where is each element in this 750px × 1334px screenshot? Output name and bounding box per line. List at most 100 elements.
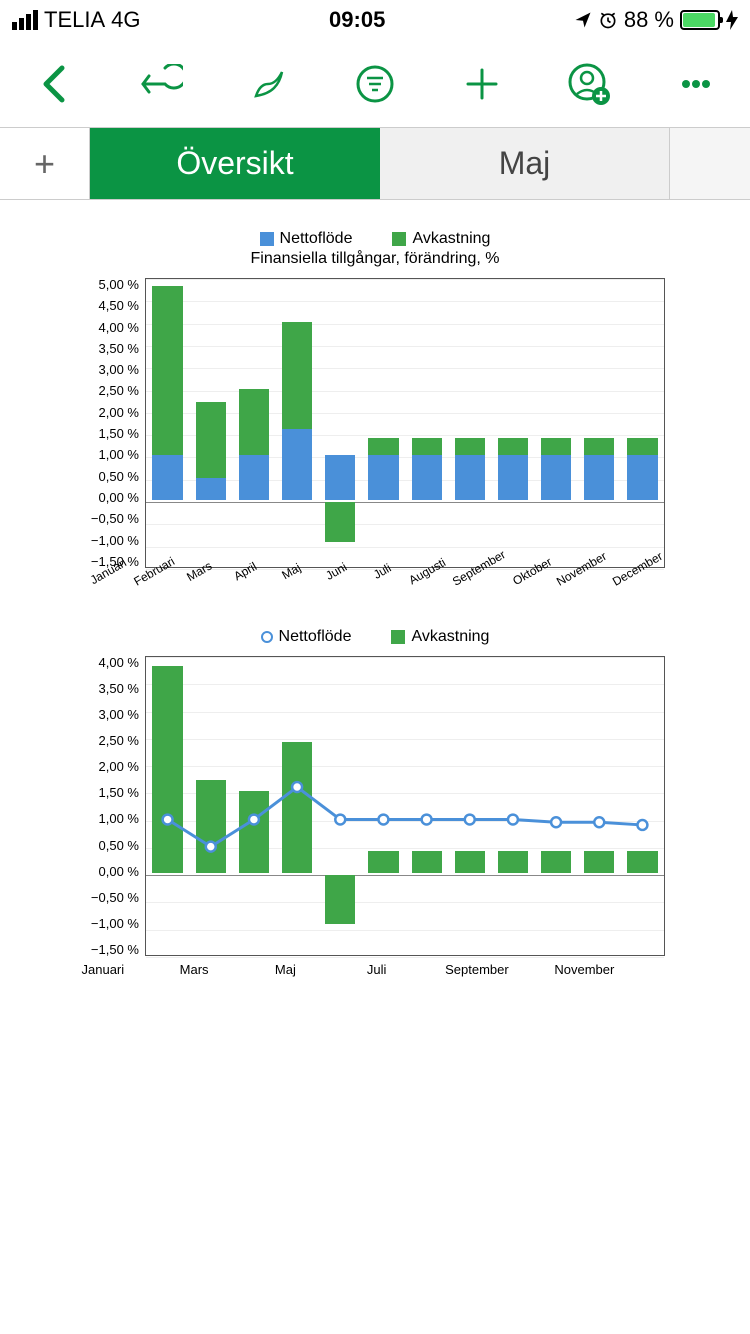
bar-avkast <box>325 502 355 542</box>
bar-netto <box>282 429 312 500</box>
bar-avkast <box>584 438 614 456</box>
y-tick-label: 4,00 % <box>85 321 139 334</box>
y-tick-label: 2,50 % <box>85 384 139 397</box>
bar-avkast <box>498 438 528 456</box>
chart2: 4,00 %3,50 %3,00 %2,50 %2,00 %1,50 %1,00… <box>85 656 665 956</box>
y-tick-label: 3,50 % <box>85 342 139 355</box>
bar-slot <box>621 279 664 567</box>
x-tick-label: Maj <box>263 956 309 977</box>
bar-netto <box>584 455 614 500</box>
sheet-tabs: + Översikt Maj <box>0 128 750 200</box>
y-tick-label: 2,00 % <box>85 406 139 419</box>
y-tick-label: 1,50 % <box>85 786 139 799</box>
x-tick-label <box>308 956 354 977</box>
bar-slot <box>535 657 578 955</box>
bar-avkast <box>152 666 182 873</box>
bar-slot <box>146 657 189 955</box>
y-tick-label: −1,50 % <box>85 943 139 956</box>
y-tick-label: −1,00 % <box>85 917 139 930</box>
bar-netto <box>239 455 269 500</box>
bar-avkast <box>239 389 269 456</box>
add-sheet-button[interactable]: + <box>0 128 90 199</box>
status-right: 88 % <box>574 7 738 33</box>
tab-maj[interactable]: Maj <box>380 128 670 199</box>
bar-slot <box>362 279 405 567</box>
y-tick-label: 3,00 % <box>85 708 139 721</box>
bar-slot <box>276 657 319 955</box>
bar-netto <box>627 455 657 500</box>
bar-avkast <box>627 438 657 456</box>
signal-icon <box>12 10 38 30</box>
add-button[interactable] <box>460 62 504 106</box>
battery-pct: 88 % <box>624 7 674 33</box>
legend-label: Avkastning <box>411 628 489 646</box>
bar-avkast <box>498 851 528 873</box>
bar-slot <box>405 657 448 955</box>
bar-slot <box>405 279 448 567</box>
chart2-legend: Nettoflöde Avkastning <box>20 628 730 646</box>
bar-avkast <box>412 851 442 873</box>
y-tick-label: 1,00 % <box>85 448 139 461</box>
x-tick-label: Januari <box>80 956 126 977</box>
y-tick-label: 0,00 % <box>85 865 139 878</box>
status-left: TELIA 4G <box>12 7 141 33</box>
bar-avkast <box>541 851 571 873</box>
y-tick-label: 0,00 % <box>85 491 139 504</box>
bar-netto <box>368 455 398 500</box>
bar-avkast <box>455 851 485 873</box>
user-add-button[interactable] <box>567 62 611 106</box>
y-tick-label: 3,50 % <box>85 682 139 695</box>
bar-netto <box>498 455 528 500</box>
more-button[interactable] <box>674 62 718 106</box>
bar-slot <box>146 279 189 567</box>
bar-netto <box>196 478 226 500</box>
bar-avkast <box>282 322 312 429</box>
status-bar: TELIA 4G 09:05 88 % <box>0 0 750 40</box>
bar-avkast <box>239 791 269 873</box>
bar-slot <box>491 279 534 567</box>
undo-button[interactable] <box>139 62 183 106</box>
bar-slot <box>276 279 319 567</box>
bar-slot <box>232 279 275 567</box>
y-tick-label: 0,50 % <box>85 839 139 852</box>
x-tick-label: November <box>554 956 614 977</box>
bar-netto <box>412 455 442 500</box>
y-tick-label: 0,50 % <box>85 470 139 483</box>
bar-avkast <box>196 780 226 873</box>
bar-netto <box>541 455 571 500</box>
clock: 09:05 <box>141 7 574 33</box>
carrier-label: TELIA <box>44 7 105 33</box>
bar-slot <box>448 279 491 567</box>
bar-avkast <box>282 742 312 873</box>
x-tick-label: September <box>445 956 509 977</box>
y-tick-label: −1,00 % <box>85 534 139 547</box>
battery-icon <box>680 10 720 30</box>
bar-avkast <box>455 438 485 456</box>
y-tick-label: 1,50 % <box>85 427 139 440</box>
charts-area: Nettoflöde Avkastning Finansiella tillgå… <box>0 200 750 977</box>
bar-netto <box>325 455 355 500</box>
filter-button[interactable] <box>353 62 397 106</box>
bar-avkast <box>627 851 657 873</box>
y-tick-label: 2,50 % <box>85 734 139 747</box>
brush-button[interactable] <box>246 62 290 106</box>
bar-slot <box>535 279 578 567</box>
x-tick-label <box>217 956 263 977</box>
y-tick-label: 2,00 % <box>85 760 139 773</box>
legend-label: Nettoflöde <box>279 628 352 646</box>
bar-avkast <box>368 438 398 456</box>
x-tick-label <box>614 956 660 977</box>
bar-slot <box>232 657 275 955</box>
bar-slot <box>578 279 621 567</box>
bar-slot <box>491 657 534 955</box>
bar-slot <box>189 279 232 567</box>
back-button[interactable] <box>32 62 76 106</box>
alarm-icon <box>598 10 618 30</box>
app-toolbar <box>0 40 750 128</box>
chart1-title: Finansiella tillgångar, förändring, % <box>20 250 730 268</box>
tab-overview[interactable]: Översikt <box>90 128 380 199</box>
x-tick-label <box>509 956 555 977</box>
x-tick-label: Juli <box>354 956 400 977</box>
bar-avkast <box>584 851 614 873</box>
bar-slot <box>448 657 491 955</box>
